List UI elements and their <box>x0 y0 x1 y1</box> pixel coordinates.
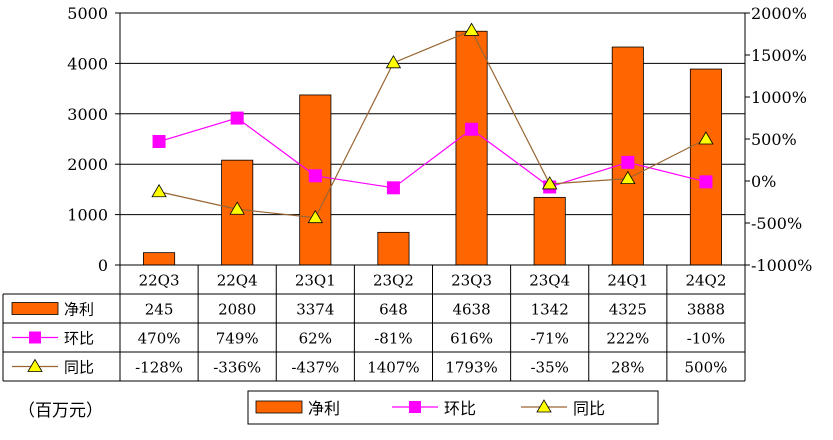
cell-value: 1407% <box>367 359 419 377</box>
x-tick-label: 23Q2 <box>373 272 414 290</box>
y-left-tick-label: 0 <box>98 256 108 275</box>
point-square-23Q1 <box>308 169 322 183</box>
line-series <box>151 22 714 224</box>
row-key-swatch-triangle <box>27 358 43 372</box>
bar-23Q2 <box>377 231 410 266</box>
y-left-tick-label: 1000 <box>67 206 108 225</box>
row-key-swatch-square <box>29 331 41 344</box>
cell-value: 222% <box>606 330 649 348</box>
row-label: 环比 <box>64 330 94 348</box>
y-right-tick-label: -500% <box>751 214 802 233</box>
cell-value: 3888 <box>687 301 725 319</box>
cell-value: -437% <box>291 359 339 377</box>
legend-box <box>247 390 659 425</box>
axes: 0 1000 2000 3000 4000 5000 -1000% -500% 0% 500% 10… <box>67 4 812 275</box>
x-tick-label: 24Q2 <box>685 272 726 290</box>
y-right-tick-label: 1000% <box>751 88 807 107</box>
point-triangle-23Q4 <box>541 176 558 190</box>
point-triangle-22Q3 <box>151 183 167 198</box>
data-table: 22Q3 22Q4 23Q1 23Q2 23Q3 23Q4 24Q1 24Q2 净利 245 208… <box>2 265 746 382</box>
cell-value: 28% <box>611 359 644 377</box>
cell-value: 616% <box>450 330 493 348</box>
cell-value: 245 <box>145 301 174 319</box>
x-tick-label: 23Q3 <box>451 272 492 290</box>
cell-value: 2080 <box>218 301 256 319</box>
legend: 净利 环比 同比 <box>247 390 659 425</box>
bar-23Q4 <box>533 196 566 266</box>
row-label: 净利 <box>64 301 94 319</box>
cell-value: 749% <box>216 330 259 348</box>
cell-value: -10% <box>687 330 725 348</box>
cell-value: -128% <box>135 359 183 377</box>
point-triangle-22Q4 <box>229 201 245 215</box>
y-right-tick-label: 500% <box>751 130 797 149</box>
bar-series <box>143 30 722 266</box>
cell-value: 4325 <box>609 301 647 319</box>
point-triangle-23Q1 <box>307 209 324 224</box>
cell-value: 648 <box>379 301 408 319</box>
legend-swatch-triangle <box>536 399 552 413</box>
point-square-23Q2 <box>386 181 400 195</box>
cell-value: 1342 <box>531 301 569 319</box>
legend-label: 净利 <box>308 399 340 418</box>
point-square-23Q3 <box>465 122 479 136</box>
y-left-tick-label: 4000 <box>67 54 108 73</box>
legend-label: 同比 <box>573 399 605 418</box>
y-right-tick-label: 0% <box>751 172 776 191</box>
legend-label: 环比 <box>444 399 476 418</box>
line-triangle <box>158 29 707 219</box>
point-square-22Q4 <box>230 111 244 125</box>
unit-label: （百万元） <box>18 401 103 421</box>
cell-value: -35% <box>530 359 568 377</box>
point-triangle-23Q3 <box>463 22 480 36</box>
point-square-24Q2 <box>699 175 713 189</box>
cell-value: 62% <box>299 330 332 348</box>
y-right-tick-label: 2000% <box>751 4 807 23</box>
point-triangle-23Q2 <box>385 55 402 69</box>
row-label: 同比 <box>64 359 94 377</box>
cell-value: -336% <box>213 359 261 377</box>
x-tick-label: 24Q1 <box>607 272 648 290</box>
row-key-swatch-bar <box>11 302 59 315</box>
cell-value: 4638 <box>452 301 490 319</box>
cell-value: -81% <box>374 330 412 348</box>
point-square-24Q1 <box>621 155 635 169</box>
x-tick-label: 22Q4 <box>217 272 258 290</box>
y-right-tick-label: -1000% <box>751 256 812 275</box>
cell-value: 3374 <box>296 301 334 319</box>
point-square-22Q3 <box>152 135 166 149</box>
bar-24Q2 <box>689 68 722 266</box>
x-tick-label: 22Q3 <box>139 272 180 290</box>
legend-swatch-square <box>409 401 421 413</box>
bar-22Q3 <box>143 252 176 266</box>
cell-value: 470% <box>138 330 181 348</box>
gridlines <box>120 12 745 216</box>
x-tick-label: 23Q4 <box>529 272 570 290</box>
x-tick-label: 23Q1 <box>295 272 336 290</box>
bar-23Q3 <box>455 30 488 266</box>
y-left-tick-label: 2000 <box>67 155 108 174</box>
point-triangle-24Q2 <box>698 131 714 145</box>
cell-value: -71% <box>530 330 568 348</box>
y-right-tick-label: 1500% <box>751 46 807 65</box>
cell-value: 500% <box>684 359 727 377</box>
point-triangle-24Q1 <box>620 170 636 185</box>
line-square <box>158 117 707 189</box>
y-left-tick-label: 3000 <box>67 105 108 124</box>
y-left-tick-label: 5000 <box>67 4 108 23</box>
legend-swatch-bar <box>255 400 303 414</box>
cell-value: 1793% <box>445 359 497 377</box>
